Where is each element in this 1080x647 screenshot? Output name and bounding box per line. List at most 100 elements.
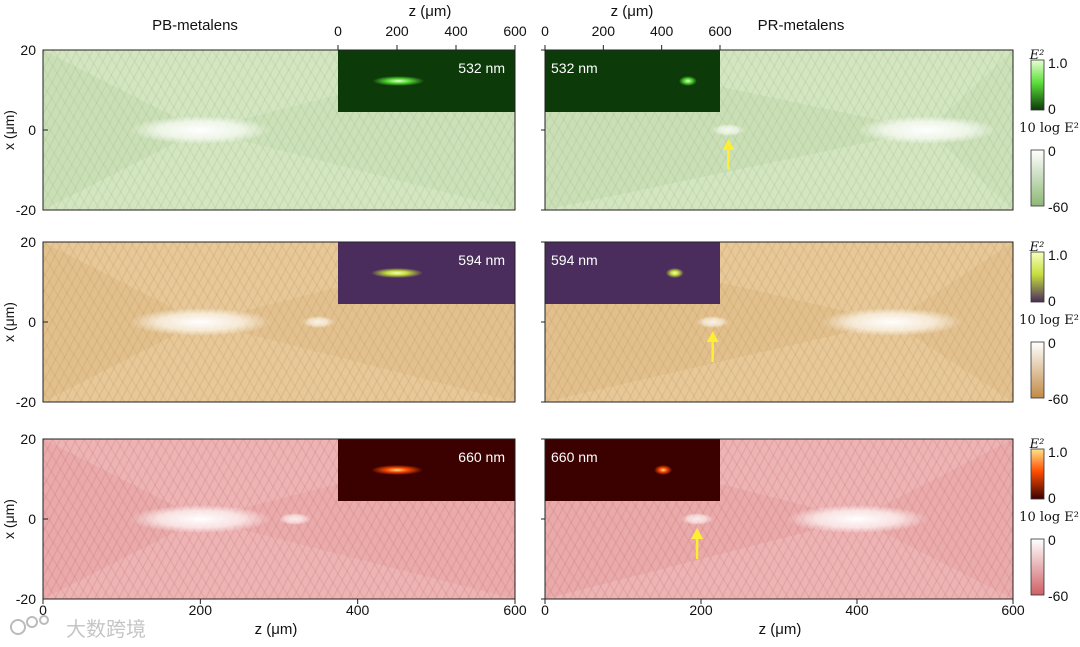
linear-colorbar-label: E² [1029, 48, 1045, 63]
z-tick-label: 200 [189, 602, 213, 618]
y-axis-label: x (μm) [1, 110, 17, 150]
y-tick-label: -20 [16, 202, 36, 218]
pr-heatmap-0 [545, 50, 1013, 210]
y-axis-label: x (μm) [1, 302, 17, 342]
inset-focal-spot [371, 465, 423, 475]
z-tick-label: 400 [346, 602, 370, 618]
colorbar-tick-label: 0 [1048, 490, 1056, 506]
right-title: PR-metalens [758, 17, 845, 34]
inset-background [545, 439, 720, 501]
focal-spot [822, 308, 963, 336]
y-tick-label: 0 [28, 122, 36, 138]
beam-cone [43, 439, 201, 599]
linear-colorbar [1030, 59, 1045, 111]
linear-colorbar-label: E² [1029, 240, 1045, 255]
linear-colorbar [1030, 251, 1045, 303]
inset-top-tick-label: 0 [541, 23, 549, 39]
colorbar-tick-label: 1.0 [1048, 247, 1068, 263]
row-1: 532 nm 532 nm 20 0 -20 x (μm) E² 1.0 0 10 log E² 0… [1, 42, 1079, 218]
secondary-focal-spot [278, 513, 311, 525]
y-tick-label: -20 [16, 394, 36, 410]
bottom-axis-label-left: z (μm) [255, 621, 298, 638]
colorbar-tick-label: -60 [1048, 588, 1068, 604]
colorbar-tick-label: 0 [1048, 293, 1056, 309]
log-colorbar-label: 10 log E² [1019, 121, 1079, 136]
colorbar-tick-label: 0 [1048, 335, 1056, 351]
bottom-axis-label-right: z (μm) [759, 621, 802, 638]
colorbar-tick-label: 0 [1048, 101, 1056, 117]
y-axis-label: x (μm) [1, 499, 17, 539]
wavelength-label: 594 nm [458, 252, 505, 268]
inset-top-tick-label: 600 [708, 23, 732, 39]
inset-background [338, 242, 515, 304]
y-tick-label: 20 [20, 42, 36, 58]
inset-focal-spot [654, 465, 673, 475]
inset-background [545, 242, 720, 304]
inset-background [338, 50, 515, 112]
inset-top-tick-label: 400 [444, 23, 468, 39]
focal-spot [787, 505, 927, 533]
z-tick-label: 600 [1001, 602, 1025, 618]
yellow-arrow-head-icon [706, 331, 719, 342]
z-tick-label: 600 [503, 602, 527, 618]
wavelength-label: 532 nm [458, 60, 505, 76]
row-3: 660 nm 660 nm 20 0 -20 x (μm) E² 1.0 0 10 log E² 0… [1, 431, 1079, 607]
inset-focal-spot [678, 76, 697, 86]
focal-spot [130, 308, 271, 336]
y-tick-label: 20 [20, 234, 36, 250]
watermark-logo-icon [10, 615, 49, 635]
colorbar-tick-label: 1.0 [1048, 55, 1068, 71]
inset-focal-spot [665, 268, 684, 278]
pb-heatmap-2 [43, 439, 515, 599]
colorbar-tick-label: -60 [1048, 199, 1068, 215]
y-tick-label: 20 [20, 431, 36, 447]
secondary-focal-spot [302, 316, 335, 328]
yellow-arrow-head-icon [722, 139, 735, 150]
log-colorbar-label: 10 log E² [1019, 510, 1079, 525]
left-title: PB-metalens [152, 17, 238, 34]
focal-spot [130, 116, 271, 144]
log-colorbar-label: 10 log E² [1019, 313, 1079, 328]
z-tick-label: 0 [39, 602, 47, 618]
colorbar-tick-label: -60 [1048, 391, 1068, 407]
secondary-focal-spot [712, 124, 745, 136]
beam-cone [43, 50, 201, 210]
wavelength-label: 660 nm [458, 449, 505, 465]
yellow-arrow-head-icon [691, 528, 704, 539]
pr-heatmap-2 [545, 439, 1013, 599]
y-tick-label: 0 [28, 314, 36, 330]
inset-top-tick-label: 600 [503, 23, 527, 39]
linear-colorbar-label: E² [1029, 437, 1045, 452]
top-axis-label-left: z (μm) [409, 3, 452, 20]
z-tick-label: 0 [541, 602, 549, 618]
wavelength-label: 660 nm [551, 449, 598, 465]
secondary-focal-spot [681, 513, 714, 525]
colorbar-tick-label: 0 [1048, 532, 1056, 548]
focal-spot [130, 505, 271, 533]
pb-heatmap-0 [43, 50, 515, 210]
inset-background [338, 439, 515, 501]
linear-colorbar [1030, 448, 1045, 500]
secondary-focal-spot [696, 316, 729, 328]
beam-cone [857, 439, 1013, 599]
pb-heatmap-1 [43, 242, 515, 402]
beam-cone [43, 242, 201, 402]
z-tick-label: 400 [845, 602, 869, 618]
log-colorbar [1030, 538, 1045, 596]
row-2: 594 nm 594 nm 20 0 -20 x (μm) E² 1.0 0 10 log E² 0… [1, 234, 1079, 410]
inset-top-tick-label: 200 [592, 23, 616, 39]
watermark-text: 大数跨境 [66, 617, 146, 641]
inset-focal-spot [372, 76, 425, 86]
inset-top-tick-label: 0 [334, 23, 342, 39]
z-tick-label: 200 [689, 602, 713, 618]
inset-top-tick-label: 400 [650, 23, 674, 39]
colorbar-tick-label: 1.0 [1048, 444, 1068, 460]
focal-spot [857, 116, 998, 144]
y-tick-label: 0 [28, 511, 36, 527]
log-colorbar [1030, 149, 1045, 207]
inset-top-tick-label: 200 [385, 23, 409, 39]
pr-heatmap-1 [545, 242, 1013, 402]
top-axis-label-right: z (μm) [611, 3, 654, 20]
wavelength-label: 594 nm [551, 252, 598, 268]
